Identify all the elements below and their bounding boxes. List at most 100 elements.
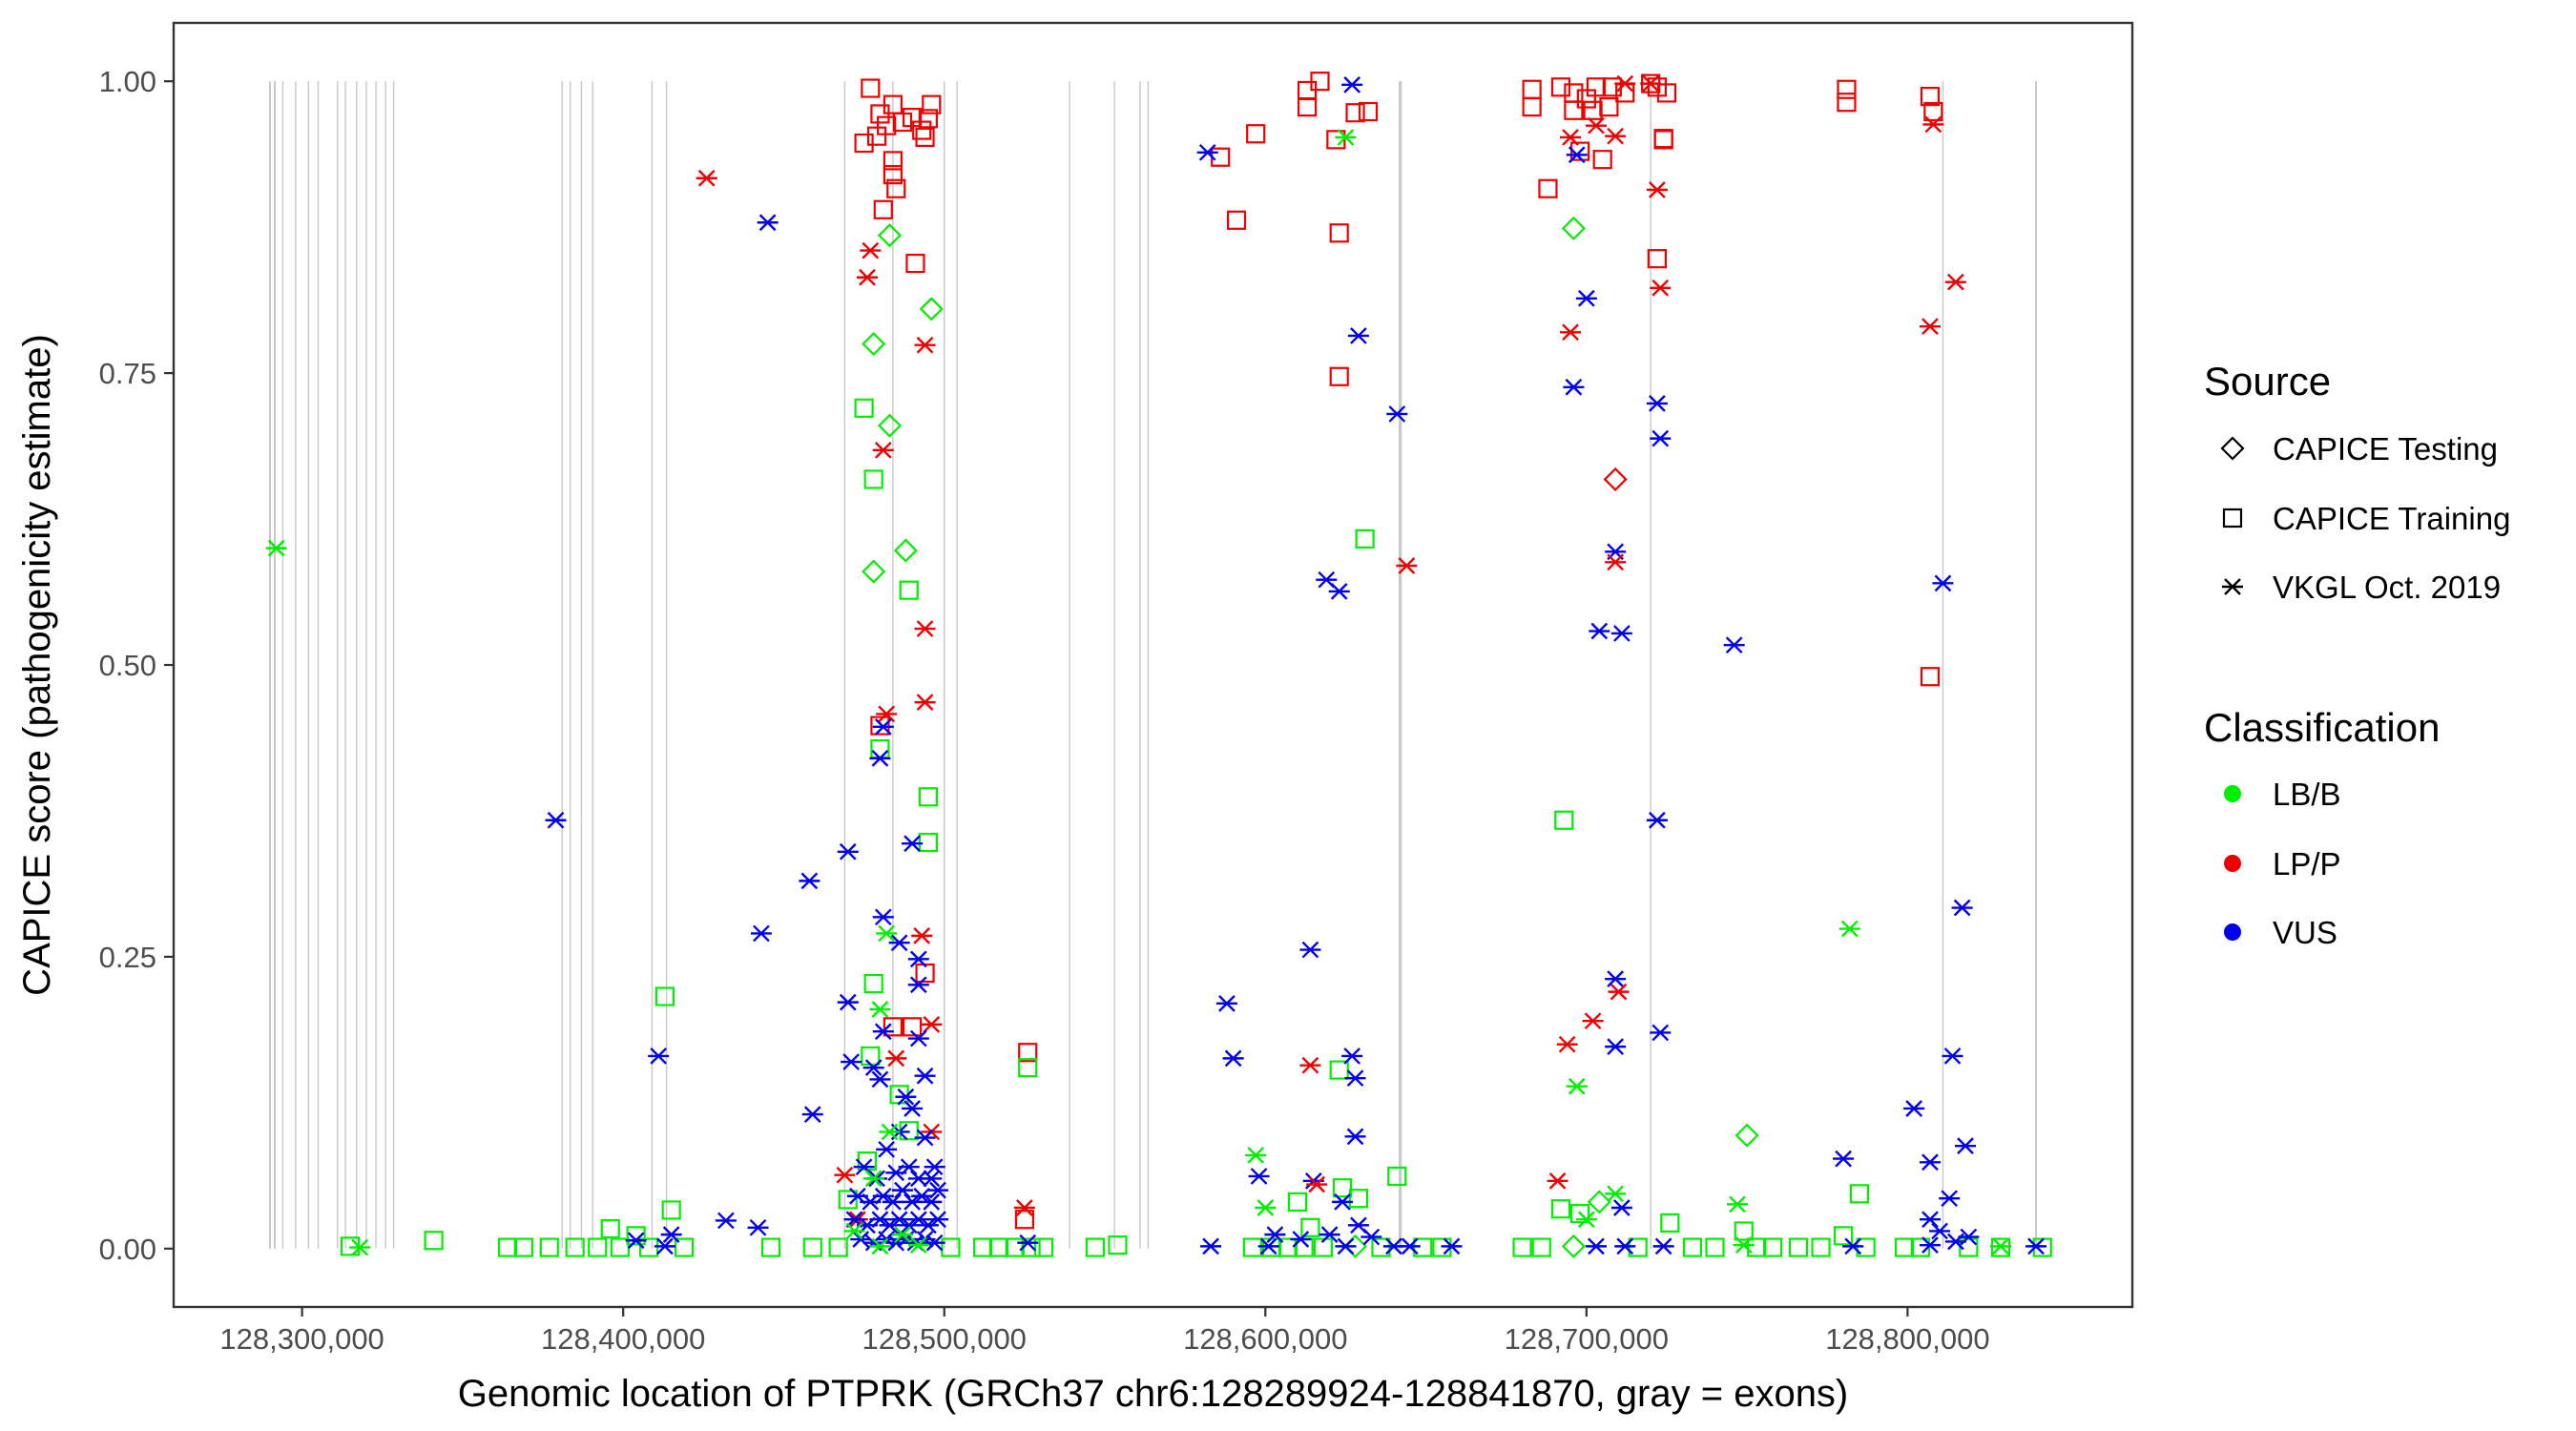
square-marker [838,1190,858,1210]
square-marker [588,1237,608,1257]
square-marker [1018,1058,1038,1078]
asterisk-marker [1646,395,1668,412]
asterisk-marker [862,1170,884,1188]
square-marker [639,1237,659,1257]
asterisk-marker [1646,811,1668,829]
x-tick-label: 128,700,000 [1505,1322,1669,1356]
asterisk-marker [265,539,287,557]
asterisk-marker [876,1140,898,1158]
asterisk-marker [1951,899,1973,917]
square-marker [1660,1213,1680,1233]
square-marker [1811,1237,1831,1257]
asterisk-marker [888,934,910,952]
asterisk-marker [1605,543,1627,561]
asterisk-marker [891,1181,913,1199]
asterisk-marker [1200,1237,1222,1255]
plot-panel-border [172,21,2134,1309]
asterisk-marker [1328,583,1350,600]
asterisk-marker [895,1088,917,1106]
asterisk-marker [1341,1047,1363,1065]
square-marker [1531,1237,1551,1257]
square-marker [922,94,942,114]
asterisk-marker [902,1100,924,1117]
diamond-marker [1587,1190,1611,1214]
square-marker [863,973,883,994]
exon-lines [268,81,2038,1249]
asterisk-marker [1922,115,1944,134]
square-marker [1522,79,1542,99]
asterisk-marker [625,1232,647,1250]
asterisk-marker [545,811,567,829]
square-marker [883,164,903,185]
asterisk-marker [850,1231,872,1248]
asterisk-marker [1306,1175,1328,1193]
square-marker [1329,1060,1349,1080]
diamond-marker [919,297,944,321]
square-marker [1313,1237,1333,1257]
square-marker [1246,124,1266,144]
asterisk-marker [1939,1190,1961,1208]
square-marker [1628,1237,1648,1257]
asterisk-marker [1575,1211,1597,1229]
asterisk-marker [1547,1172,1568,1190]
asterisk-marker [1990,1237,2012,1255]
asterisk-marker [1563,378,1585,396]
asterisk-marker [907,976,929,994]
square-marker [1682,1237,1703,1257]
legend-color-dot [2224,923,2241,941]
square-marker [1300,1217,1320,1237]
asterisk-marker [1652,1237,1674,1255]
diamond-marker [862,559,886,584]
asterisk-marker [872,908,894,926]
square-marker [861,78,881,98]
square-marker [941,1237,961,1257]
square-marker [883,1017,903,1037]
asterisk-marker [1610,1199,1632,1216]
asterisk-marker [1017,1234,1039,1252]
asterisk-marker [914,1129,936,1147]
legend-source-label: CAPICE Training [2273,501,2510,536]
asterisk-marker [907,1236,929,1254]
asterisk-marker [1833,1150,1855,1168]
diamond-marker [893,538,918,563]
square-marker [1348,1189,1368,1209]
square-marker [1033,1237,1054,1257]
square-marker [1108,1235,1128,1255]
asterisk-marker [1264,1226,1286,1243]
square-marker [1387,1166,1407,1187]
asterisk-marker [696,169,717,187]
asterisk-marker [757,214,779,232]
diamond-marker [1603,467,1628,491]
asterisk-marker [1614,1237,1636,1255]
asterisk-marker [1942,1047,1963,1065]
asterisk-marker [648,1047,670,1065]
asterisk-marker [1332,1193,1354,1211]
asterisk-marker [872,718,894,736]
asterisk-marker [921,1193,943,1211]
square-marker [1226,210,1247,230]
square-marker [1211,147,1231,167]
square-marker [861,1046,881,1067]
asterisk-marker [1839,920,1860,938]
asterisk-marker [1646,181,1668,198]
square-marker [1310,72,1330,92]
diamond-marker [862,331,886,357]
square-marker [1085,1237,1106,1257]
square-marker [1355,529,1375,549]
asterisk-marker [750,924,772,943]
asterisk-marker [1255,1199,1277,1216]
square-marker [1018,1043,1038,1063]
asterisk-marker [1723,636,1745,654]
square-marker [1894,1237,1915,1257]
asterisk-marker [1344,1128,1366,1146]
legend-source-label: CAPICE Testing [2273,431,2498,467]
asterisk-marker [876,924,898,943]
asterisk-marker [869,1001,891,1018]
y-axis-title: CAPICE score (pathogenicity estimate) [16,334,58,996]
legend-class-label: VUS [2273,915,2337,950]
asterisk-marker [1215,995,1237,1012]
asterisk-marker [1842,1237,1864,1255]
asterisk-marker [1399,1237,1421,1255]
square-marker [1242,1237,1262,1257]
square-marker [1849,1184,1870,1204]
